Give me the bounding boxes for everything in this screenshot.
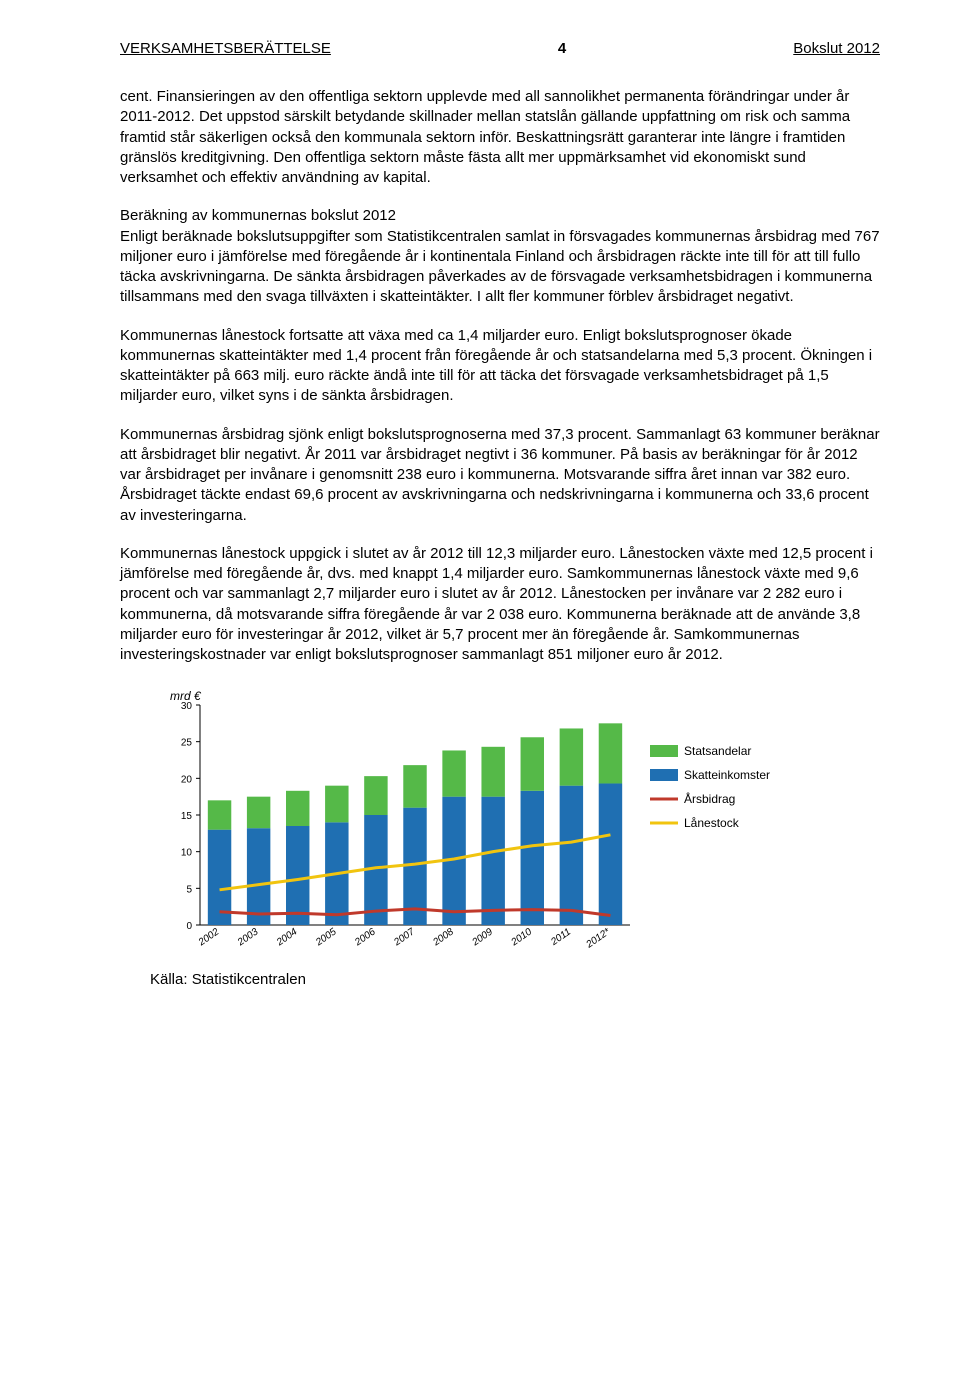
svg-text:2005: 2005	[313, 926, 339, 949]
paragraph-5: Kommunernas lånestock uppgick i slutet a…	[120, 544, 880, 666]
svg-text:Skatteinkomster: Skatteinkomster	[684, 768, 770, 782]
svg-text:2012*: 2012*	[584, 926, 613, 951]
paragraph-2-block: Beräkning av kommunernas bokslut 2012 En…	[120, 206, 880, 307]
header-right: Bokslut 2012	[793, 40, 880, 57]
svg-text:5: 5	[186, 885, 192, 896]
svg-text:20: 20	[181, 775, 193, 786]
page-header: VERKSAMHETSBERÄTTELSE 4 Bokslut 2012	[120, 40, 880, 57]
svg-text:2007: 2007	[391, 926, 417, 949]
svg-text:10: 10	[181, 848, 193, 859]
svg-text:0: 0	[186, 921, 192, 932]
source-line: Källa: Statistikcentralen	[120, 971, 880, 988]
paragraph-1: cent. Finansieringen av den offentliga s…	[120, 87, 880, 188]
chart-container: mrd €05101520253020022003200420052006200…	[120, 685, 880, 965]
svg-text:2003: 2003	[235, 926, 261, 949]
paragraph-2-heading: Beräkning av kommunernas bokslut 2012	[120, 206, 880, 226]
svg-text:Statsandelar: Statsandelar	[684, 744, 751, 758]
svg-text:Lånestock: Lånestock	[684, 816, 740, 830]
paragraph-4: Kommunernas årsbidrag sjönk enligt boksl…	[120, 425, 880, 526]
chart-svg: mrd €05101520253020022003200420052006200…	[150, 685, 790, 965]
svg-text:2009: 2009	[470, 926, 496, 949]
svg-text:15: 15	[181, 811, 193, 822]
header-left: VERKSAMHETSBERÄTTELSE	[120, 40, 331, 57]
svg-text:2002: 2002	[196, 926, 222, 949]
svg-text:2006: 2006	[352, 926, 378, 949]
svg-text:2011: 2011	[548, 927, 573, 949]
svg-text:2010: 2010	[509, 926, 535, 949]
page-number: 4	[558, 40, 566, 57]
svg-text:2004: 2004	[274, 926, 300, 949]
paragraph-2: Enligt beräknade bokslutsuppgifter som S…	[120, 227, 880, 308]
paragraph-3: Kommunernas lånestock fortsatte att växa…	[120, 326, 880, 407]
svg-text:25: 25	[181, 738, 193, 749]
svg-text:30: 30	[181, 701, 193, 712]
svg-text:Årsbidrag: Årsbidrag	[684, 791, 735, 806]
svg-text:2008: 2008	[430, 926, 456, 949]
